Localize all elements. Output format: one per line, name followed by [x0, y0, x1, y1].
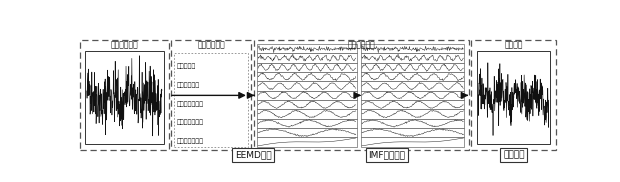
- Bar: [257, 63, 356, 72]
- Bar: [257, 128, 356, 137]
- Bar: [361, 100, 464, 109]
- Text: 内部一致性检查: 内部一致性检查: [177, 101, 204, 106]
- Text: 原始信号采集: 原始信号采集: [110, 40, 138, 50]
- Bar: [361, 109, 464, 119]
- Text: 基本质量控制: 基本质量控制: [197, 40, 225, 50]
- Bar: [257, 72, 356, 81]
- Bar: [471, 40, 556, 151]
- Bar: [257, 100, 356, 109]
- Bar: [86, 51, 164, 144]
- Bar: [361, 44, 464, 54]
- Text: EEMD分解: EEMD分解: [235, 151, 272, 160]
- Bar: [477, 51, 551, 144]
- Bar: [257, 119, 356, 128]
- Text: 去噪重构: 去噪重构: [503, 151, 525, 160]
- Text: 时变一致性检查: 时变一致性检查: [177, 120, 204, 125]
- Text: 气候极值检查: 气候极值检查: [177, 82, 200, 88]
- Bar: [257, 109, 356, 119]
- Bar: [174, 53, 248, 147]
- Text: 完成控制: 完成控制: [504, 40, 523, 50]
- Text: 界限值检查: 界限值检查: [177, 64, 196, 69]
- Bar: [361, 81, 464, 91]
- Text: 数据二次处理: 数据二次处理: [348, 40, 376, 50]
- Bar: [257, 91, 356, 100]
- Bar: [257, 81, 356, 91]
- Text: 空间一致性检查: 空间一致性检查: [177, 138, 204, 144]
- Bar: [361, 54, 464, 63]
- Bar: [361, 137, 464, 147]
- Bar: [254, 40, 469, 151]
- Bar: [257, 137, 356, 147]
- Text: IMF加权处理: IMF加权处理: [368, 151, 405, 160]
- Bar: [361, 63, 464, 72]
- Bar: [80, 40, 169, 151]
- Bar: [171, 40, 251, 151]
- Bar: [257, 44, 356, 54]
- Bar: [361, 91, 464, 100]
- Bar: [361, 119, 464, 128]
- Bar: [361, 72, 464, 81]
- Bar: [361, 128, 464, 137]
- Bar: [257, 54, 356, 63]
